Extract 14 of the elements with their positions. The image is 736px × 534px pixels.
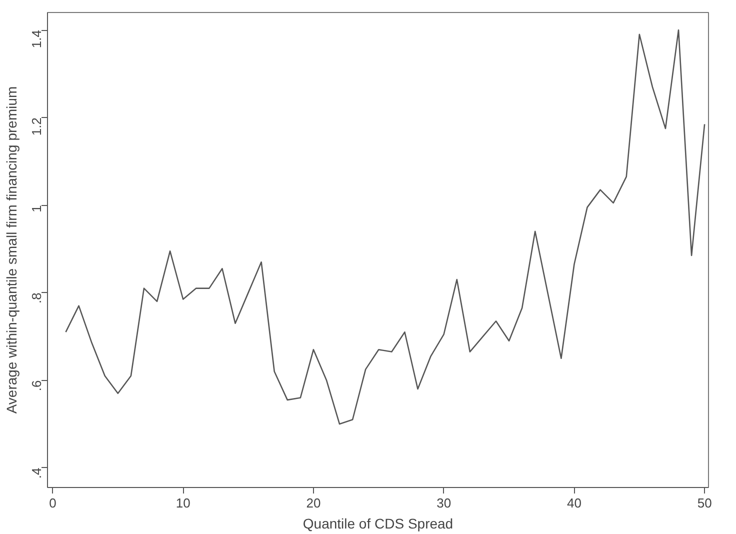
y-tick-label: .6 (29, 380, 44, 392)
y-tick-label: .8 (29, 292, 44, 304)
x-tick-label: 30 (436, 496, 452, 510)
x-tick-label: 0 (49, 496, 56, 510)
x-axis-title: Quantile of CDS Spread (302, 516, 454, 532)
y-axis-title: Average within-quantile small firm financing premium (4, 86, 20, 414)
x-tick-label: 40 (566, 496, 582, 510)
x-tick-label: 20 (306, 496, 321, 510)
y-tick-label: 1.2 (29, 118, 44, 136)
x-tick-label: 10 (176, 496, 190, 510)
x-tick-label: 50 (697, 496, 712, 510)
y-tick-label: 1 (29, 205, 44, 212)
y-tick-label: .4 (29, 468, 44, 479)
y-tick-label: 1.4 (29, 30, 44, 48)
